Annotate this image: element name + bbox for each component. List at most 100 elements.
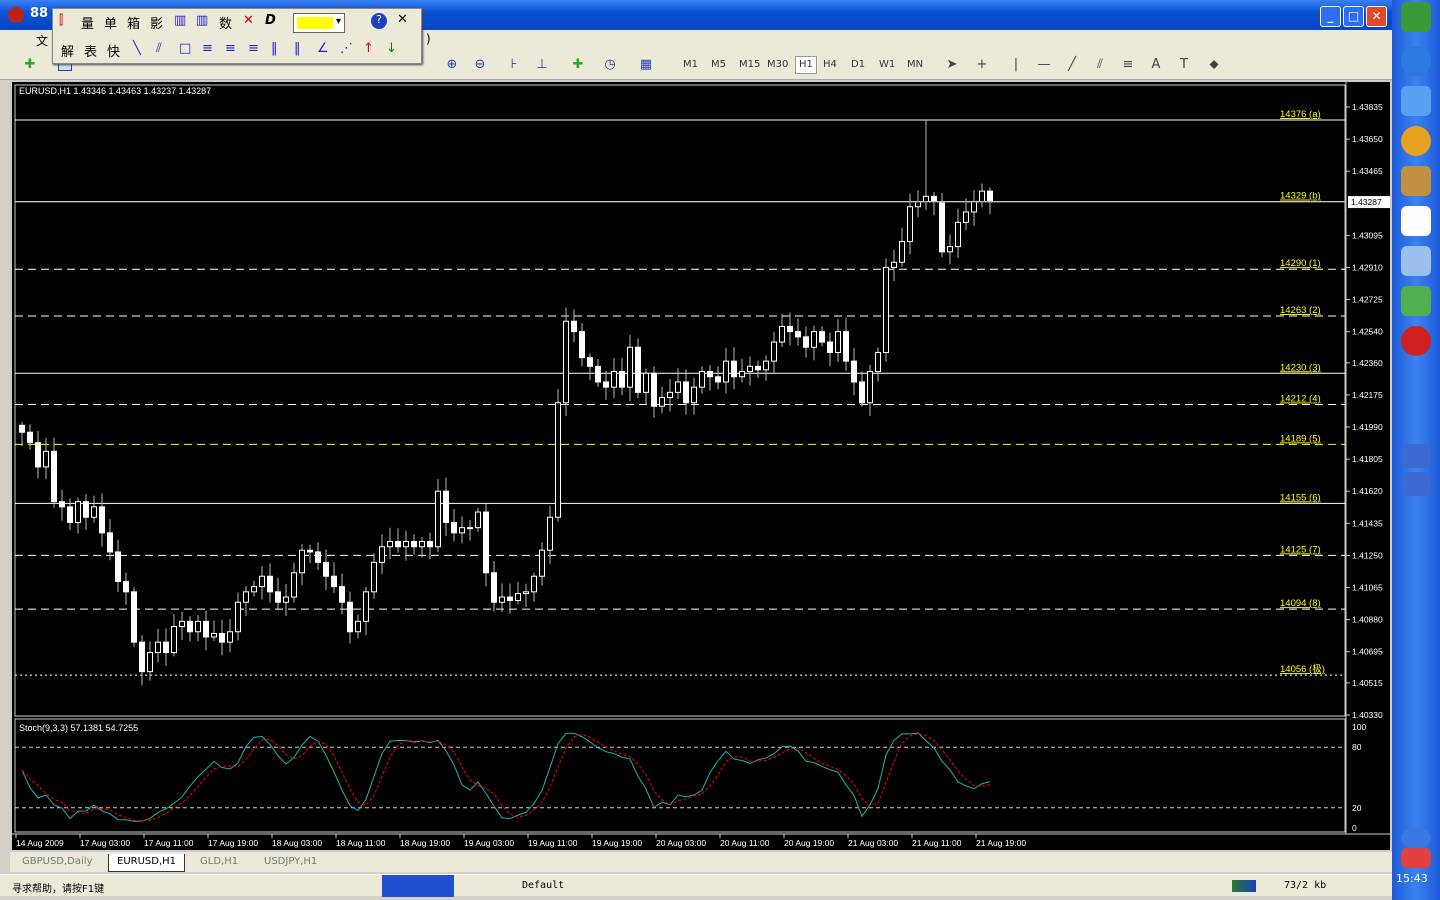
periods-icon[interactable]: ◷ [604, 57, 616, 72]
menu-file[interactable]: 文 [36, 34, 49, 48]
autoscroll-icon[interactable]: ⊥ [536, 57, 548, 72]
candle [507, 596, 513, 602]
maximize-button[interactable]: □ [1343, 6, 1364, 27]
ie-icon[interactable] [1401, 46, 1431, 76]
candle [539, 549, 545, 577]
vertical-line-icon[interactable]: | [1013, 57, 1019, 72]
help-button[interactable]: ? [371, 13, 387, 29]
fib-level-label: 14376 (a) [1280, 109, 1321, 120]
tool-button[interactable]: 数 [219, 17, 233, 32]
qq-icon[interactable] [1401, 848, 1431, 868]
minimize-button[interactable]: _ [1320, 6, 1341, 27]
users-icon[interactable] [1401, 286, 1431, 316]
cycle-icon[interactable]: ‖ [294, 41, 301, 56]
price-tick-label: 1.43835 [1352, 102, 1383, 112]
cycle-icon[interactable]: ‖ [271, 41, 278, 56]
candle [827, 341, 833, 353]
arrow-up-icon[interactable]: ↑ [363, 41, 374, 56]
arrows-icon[interactable]: ⬥ [1209, 57, 1219, 72]
tool-button[interactable]: 单 [104, 17, 118, 32]
timeframe-h4[interactable]: H4 [823, 59, 837, 70]
candle [307, 549, 313, 553]
app-icon[interactable] [1401, 86, 1431, 116]
fan-icon[interactable]: ∠ [317, 41, 329, 56]
bars-icon[interactable]: ▥ [196, 13, 209, 28]
fib-icon[interactable]: ≡ [248, 41, 259, 56]
fib-level-label: 14329 (b) [1280, 191, 1321, 202]
connection-status-icon [1232, 880, 1256, 892]
time-label: 20 Aug 19:00 [784, 838, 834, 848]
app-icon[interactable] [1401, 126, 1431, 156]
candle [355, 620, 361, 633]
line-icon[interactable]: ╲ [133, 41, 141, 56]
menu-fragment: ) [426, 32, 431, 46]
candle [195, 620, 201, 633]
app-icon[interactable] [1401, 206, 1431, 236]
timeframe-d1[interactable]: D1 [851, 59, 866, 70]
timeframe-m1[interactable]: M1 [683, 59, 698, 70]
cursor-icon[interactable]: ➤ [946, 57, 958, 72]
candle [139, 641, 145, 673]
close-toolbar-button[interactable]: ✕ [397, 12, 408, 27]
fib-level-label: 14155 (6) [1280, 492, 1321, 503]
tool-button[interactable]: 箱 [127, 17, 141, 32]
channel-icon[interactable]: ⫽ [156, 41, 162, 56]
dx-icon[interactable]: D [265, 13, 276, 28]
tool-button[interactable]: 解 [61, 45, 75, 60]
tool-button[interactable]: 量 [81, 17, 95, 32]
tool-button[interactable]: 影 [150, 17, 164, 32]
zoom-out-icon[interactable]: ⊖ [474, 57, 486, 72]
tool-button[interactable]: 表 [84, 45, 98, 60]
tool-button[interactable]: 快 [107, 45, 121, 60]
color-picker[interactable]: ▾ [293, 13, 345, 33]
candle [363, 591, 369, 622]
tab-gld-h1[interactable]: GLD,H1 [200, 856, 239, 867]
timeframe-w1[interactable]: W1 [879, 59, 896, 70]
fib-icon[interactable]: ≡ [202, 41, 213, 56]
price-chart[interactable]: EURUSD,H1 1.43346 1.43463 1.43237 1.4328… [12, 82, 1390, 850]
fib-level-label: 14290 (1) [1280, 258, 1321, 269]
candle [331, 575, 337, 588]
timeframe-h1[interactable]: H1 [795, 56, 817, 74]
candle [203, 620, 209, 638]
fibonacci-icon[interactable]: ⫽ [1097, 57, 1103, 72]
chart-shift-icon[interactable]: ⊦ [510, 57, 518, 72]
close-button[interactable]: ✕ [1366, 6, 1387, 27]
new-chart-icon[interactable]: ✚ [24, 57, 36, 72]
bars-icon[interactable]: ▥ [174, 13, 187, 28]
text-icon[interactable]: A [1151, 57, 1161, 72]
input-method-widget[interactable] [382, 875, 454, 897]
tab-gbpusd-daily[interactable]: GBPUSD,Daily [22, 856, 93, 867]
arrow-down-icon[interactable]: ↓ [386, 41, 397, 56]
trendline-icon[interactable]: ╱ [1068, 57, 1076, 72]
timeframe-m5[interactable]: M5 [711, 59, 726, 70]
chart-window[interactable]: EURUSD,H1 1.43346 1.43463 1.43237 1.4328… [10, 80, 1392, 852]
timeframe-m15[interactable]: M15 [739, 59, 761, 70]
zoom-in-icon[interactable]: ⊕ [446, 57, 458, 72]
chevron-left-icon[interactable] [1401, 828, 1431, 848]
app-icon[interactable] [1401, 166, 1431, 196]
tab-usdjpy-h1[interactable]: USDJPY,H1 [264, 856, 318, 867]
candle [395, 541, 401, 548]
crosshair-icon[interactable]: + [976, 57, 988, 72]
candle [795, 331, 801, 338]
horizontal-line-icon[interactable]: — [1037, 57, 1051, 72]
app-icon[interactable] [1401, 246, 1431, 276]
indicators-icon[interactable]: ✚ [572, 57, 584, 72]
candle-icon[interactable]: ⫿ [59, 13, 64, 28]
task-icon[interactable] [1401, 444, 1431, 468]
app-icon[interactable] [1401, 326, 1431, 356]
rectangle-icon[interactable]: □ [179, 41, 192, 56]
tab-eurusd-h1[interactable]: EURUSD,H1 [108, 854, 186, 872]
fan-icon[interactable]: ⋰ [340, 41, 353, 56]
cross-icon[interactable]: ✕ [243, 13, 254, 28]
timeframe-m30[interactable]: M30 [767, 59, 789, 70]
fib-icon[interactable]: ≡ [225, 41, 236, 56]
timeframe-mn[interactable]: MN [907, 59, 924, 70]
fibonacci-icon[interactable]: ≡ [1122, 57, 1134, 72]
templates-icon[interactable]: ▦ [639, 57, 653, 72]
chevron-down-icon[interactable]: ▾ [335, 16, 341, 27]
task-icon[interactable] [1401, 472, 1431, 496]
start-icon[interactable] [1401, 2, 1431, 32]
label-icon[interactable]: T [1180, 57, 1188, 72]
